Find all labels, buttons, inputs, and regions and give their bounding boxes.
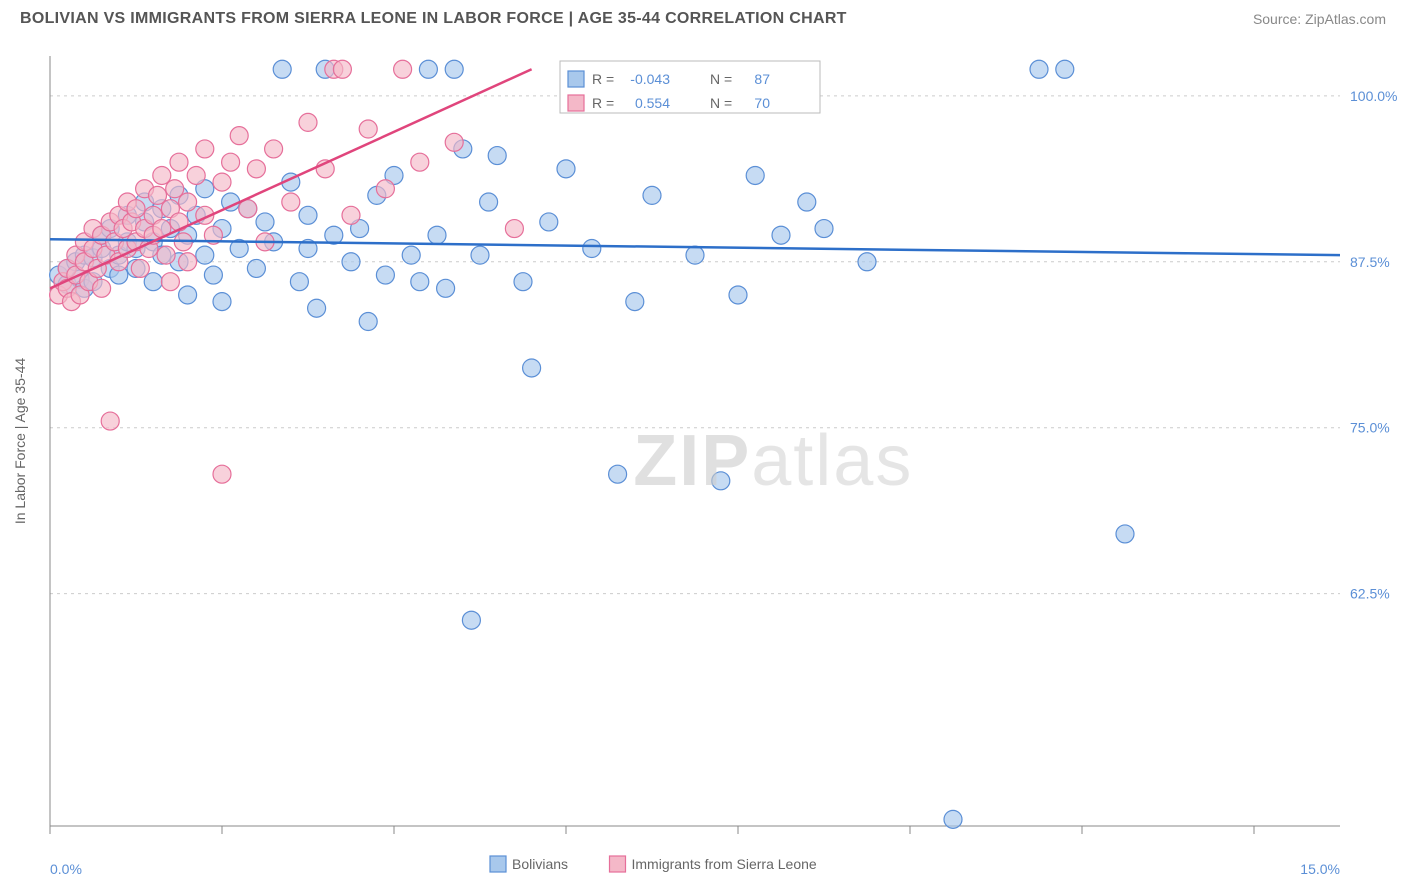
svg-text:0.0%: 0.0% bbox=[50, 861, 82, 877]
svg-text:R =: R = bbox=[592, 71, 614, 87]
svg-text:Bolivians: Bolivians bbox=[512, 856, 568, 872]
svg-text:N =: N = bbox=[710, 95, 732, 111]
svg-text:75.0%: 75.0% bbox=[1350, 420, 1390, 436]
source-label: Source: ZipAtlas.com bbox=[1253, 11, 1386, 27]
svg-text:87.5%: 87.5% bbox=[1350, 254, 1390, 270]
svg-text:70: 70 bbox=[754, 95, 770, 111]
svg-text:100.0%: 100.0% bbox=[1350, 88, 1397, 104]
chart-container: 62.5% 75.0% 87.5% 100.0% 0.0% 15.0% In Labor F… bbox=[0, 36, 1406, 886]
svg-text:15.0%: 15.0% bbox=[1300, 861, 1340, 877]
svg-text:In Labor Force | Age 35-44: In Labor Force | Age 35-44 bbox=[12, 358, 28, 525]
svg-text:Immigrants from Sierra Leone: Immigrants from Sierra Leone bbox=[632, 856, 817, 872]
svg-text:62.5%: 62.5% bbox=[1350, 586, 1390, 602]
svg-text:N =: N = bbox=[710, 71, 732, 87]
svg-text:0.554: 0.554 bbox=[635, 95, 670, 111]
title-bar: BOLIVIAN VS IMMIGRANTS FROM SIERRA LEONE… bbox=[0, 0, 1406, 36]
svg-text:87: 87 bbox=[754, 71, 770, 87]
chart-title: BOLIVIAN VS IMMIGRANTS FROM SIERRA LEONE… bbox=[20, 10, 847, 28]
svg-text:-0.043: -0.043 bbox=[630, 71, 670, 87]
svg-text:R =: R = bbox=[592, 95, 614, 111]
correlation-scatter-chart: 62.5% 75.0% 87.5% 100.0% 0.0% 15.0% In Labor F… bbox=[0, 36, 1406, 886]
